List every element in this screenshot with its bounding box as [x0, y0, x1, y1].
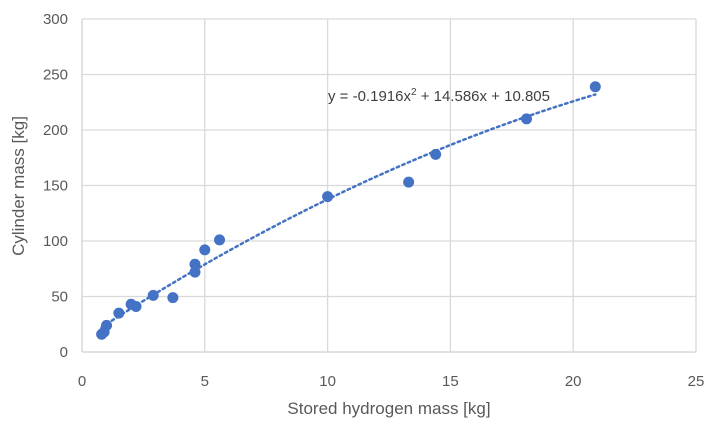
polynomial-trendline	[100, 93, 597, 329]
data-point	[167, 292, 179, 304]
x-tick-labels: 0 5 10 15 20 25	[78, 373, 705, 390]
data-point	[322, 191, 334, 203]
data-point	[147, 289, 159, 301]
y-tick-label: 250	[43, 67, 68, 84]
equation-suffix: + 14.586x + 10.805	[417, 88, 550, 105]
y-axis-title: Cylinder mass [kg]	[9, 116, 28, 256]
data-point	[189, 258, 201, 270]
x-tick-label: 20	[565, 373, 582, 390]
data-point	[214, 234, 226, 246]
axes	[81, 19, 696, 353]
y-tick-label: 200	[43, 122, 68, 139]
equation-superscript: 2	[411, 87, 417, 98]
x-tick-label: 10	[319, 373, 336, 390]
y-tick-labels: 0 50 100 150 200 250 300	[43, 11, 68, 361]
trendline-equation: y = -0.1916x2 + 14.586x + 10.805	[328, 87, 550, 105]
x-tick-label: 0	[78, 373, 86, 390]
y-tick-label: 0	[60, 344, 68, 361]
x-axis-title: Stored hydrogen mass [kg]	[287, 399, 490, 418]
x-tick-label: 15	[442, 373, 459, 390]
data-point	[113, 307, 125, 319]
y-tick-label: 50	[51, 289, 68, 306]
data-point	[189, 266, 201, 278]
x-tick-label: 5	[201, 373, 209, 390]
y-tick-label: 300	[43, 11, 68, 28]
data-point	[101, 319, 113, 331]
data-point	[430, 148, 442, 160]
data-point	[589, 81, 601, 93]
y-tick-label: 150	[43, 178, 68, 195]
y-tick-label: 100	[43, 233, 68, 250]
grid-lines	[82, 18, 697, 352]
data-point	[403, 176, 415, 188]
x-tick-label: 25	[688, 373, 705, 390]
data-point	[199, 244, 211, 256]
equation-prefix: y = -0.1916x	[328, 88, 411, 105]
data-point	[521, 113, 533, 125]
data-points	[96, 81, 601, 340]
data-point	[130, 300, 142, 312]
